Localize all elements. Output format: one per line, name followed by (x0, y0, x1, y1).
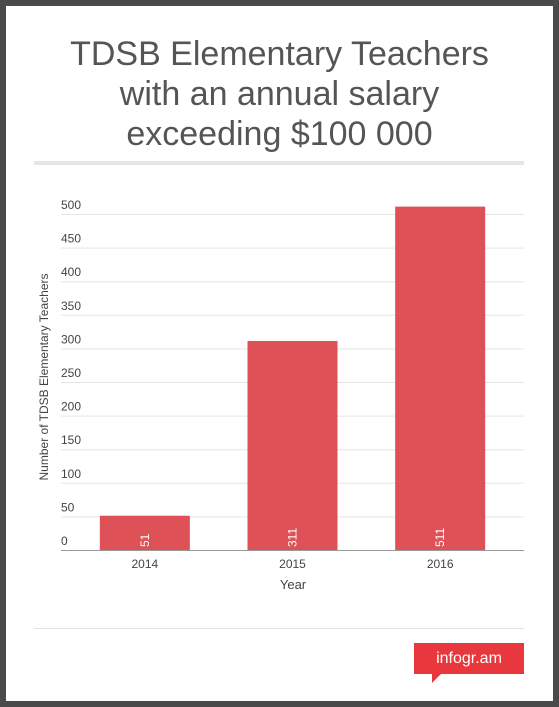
bar-2014[interactable] (99, 515, 190, 550)
x-tick-label: 2014 (131, 557, 158, 571)
bar-value-label: 511 (433, 528, 447, 547)
bar-value-label: 311 (286, 528, 300, 547)
bar-value-label: 51 (138, 533, 152, 547)
chart-title: TDSB Elementary Teachers with an annual … (70, 35, 489, 153)
y-tick-label: 200 (61, 400, 81, 414)
x-axis-label: Year (280, 577, 307, 592)
y-tick-label: 100 (61, 467, 81, 481)
x-tick-label: 2015 (279, 557, 306, 571)
logo-box (414, 643, 524, 674)
y-tick-label: 350 (61, 299, 81, 313)
bar-2015[interactable] (247, 341, 338, 550)
bars: 51 311 511 (99, 206, 486, 550)
y-tick-label: 450 (61, 232, 81, 246)
y-tick-label: 0 (61, 534, 68, 548)
chart-card: TDSB Elementary Teachers with an annual … (6, 6, 553, 701)
y-axis-ticks: 0 50 100 150 200 250 300 350 400 450 500 (61, 198, 81, 548)
logo-text: infogr.am (436, 650, 502, 667)
x-axis-ticks: 2014 2015 2016 (131, 557, 453, 571)
y-tick-label: 400 (61, 265, 81, 279)
y-tick-label: 50 (61, 500, 75, 514)
bar-2016[interactable] (395, 206, 486, 550)
footer-divider (34, 628, 524, 629)
infogram-logo[interactable]: infogr.am (414, 643, 524, 683)
title-divider (34, 161, 524, 165)
logo-tail (432, 674, 441, 683)
y-tick-label: 500 (61, 198, 81, 212)
y-tick-label: 150 (61, 433, 81, 447)
y-tick-label: 300 (61, 332, 81, 346)
x-tick-label: 2016 (427, 557, 454, 571)
y-tick-label: 250 (61, 366, 81, 380)
y-axis-label: Number of TDSB Elementary Teachers (37, 274, 51, 481)
